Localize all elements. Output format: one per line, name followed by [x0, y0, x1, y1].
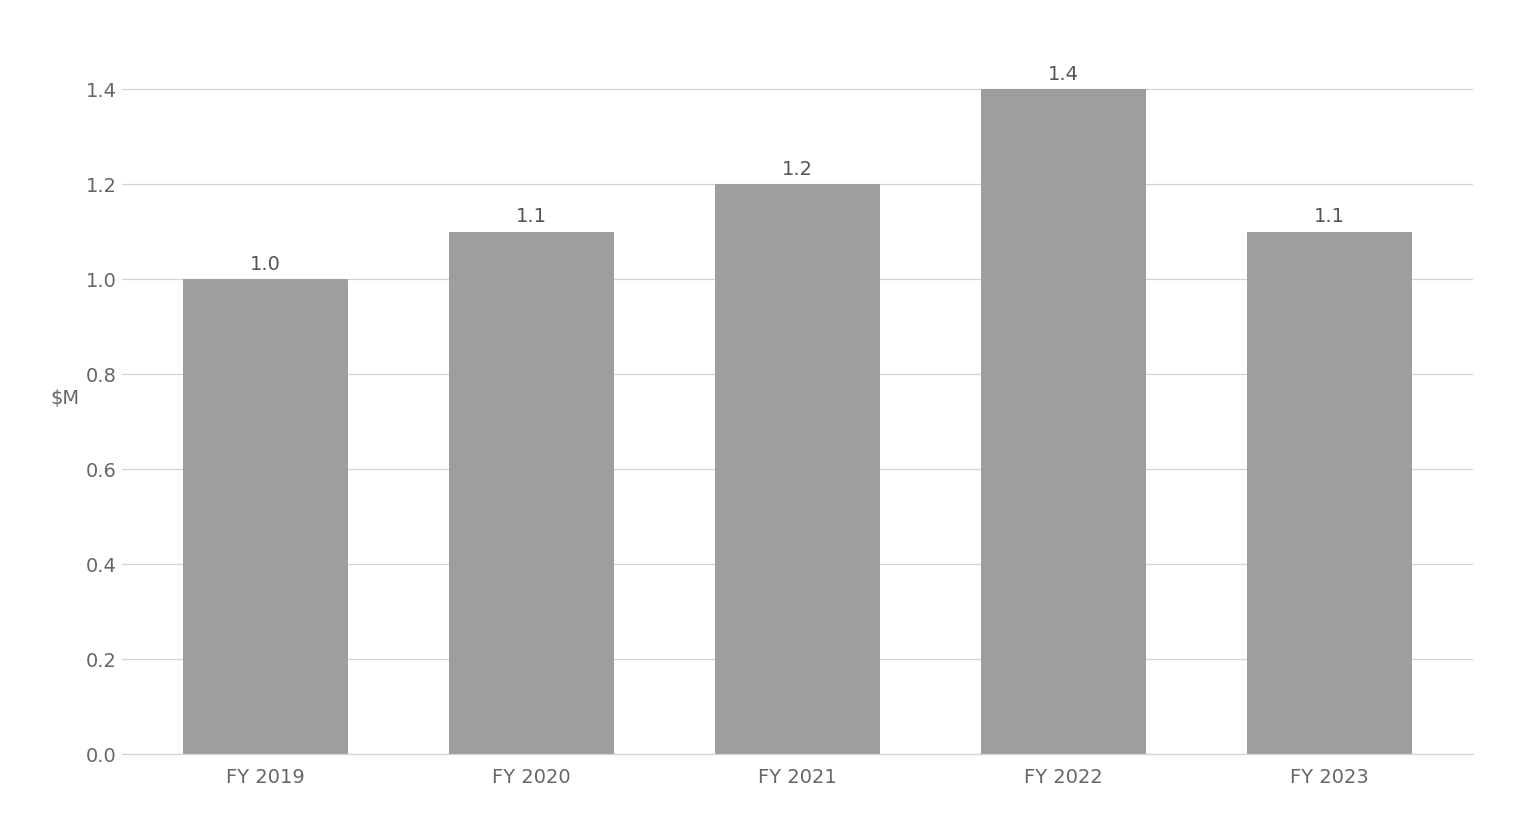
Bar	[1247, 232, 1413, 754]
Text: 1.1: 1.1	[516, 207, 547, 226]
Text: 1.2: 1.2	[782, 160, 813, 178]
Text: 1.0: 1.0	[251, 255, 281, 274]
Bar	[182, 279, 348, 754]
Bar	[981, 90, 1145, 754]
Y-axis label: $M: $M	[50, 389, 79, 407]
Text: 1.4: 1.4	[1048, 65, 1078, 84]
Bar	[715, 184, 880, 754]
Bar	[450, 232, 614, 754]
Text: 1.1: 1.1	[1314, 207, 1344, 226]
